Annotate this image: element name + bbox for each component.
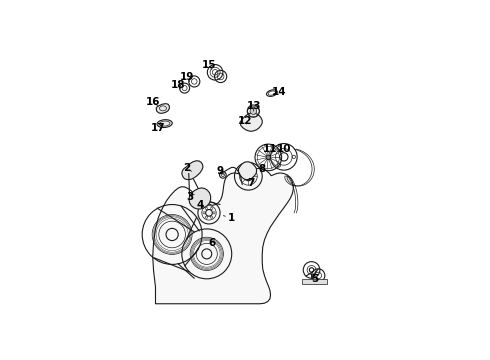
Text: 13: 13 (246, 102, 261, 111)
Text: 17: 17 (151, 123, 166, 133)
Text: 2: 2 (183, 163, 192, 174)
Text: 4: 4 (196, 199, 204, 210)
Text: 6: 6 (208, 238, 216, 248)
Text: 15: 15 (202, 60, 216, 70)
Circle shape (266, 155, 270, 159)
Text: 3: 3 (186, 192, 195, 202)
Polygon shape (238, 162, 257, 180)
Text: 16: 16 (147, 97, 161, 107)
Text: 18: 18 (171, 80, 185, 90)
Polygon shape (182, 161, 203, 180)
Text: 12: 12 (238, 116, 252, 126)
Text: 10: 10 (276, 144, 291, 154)
Polygon shape (302, 279, 326, 284)
Circle shape (250, 108, 257, 114)
Text: 8: 8 (259, 164, 266, 174)
Text: 14: 14 (271, 87, 286, 97)
Text: 19: 19 (180, 72, 195, 82)
Polygon shape (240, 113, 262, 131)
Text: 5: 5 (311, 274, 318, 284)
Polygon shape (189, 188, 211, 209)
Text: 11: 11 (263, 144, 277, 154)
Text: 1: 1 (223, 213, 235, 224)
Ellipse shape (157, 120, 172, 127)
Text: 9: 9 (217, 166, 223, 176)
Text: 7: 7 (247, 178, 254, 188)
Polygon shape (156, 104, 170, 113)
Polygon shape (153, 168, 293, 304)
